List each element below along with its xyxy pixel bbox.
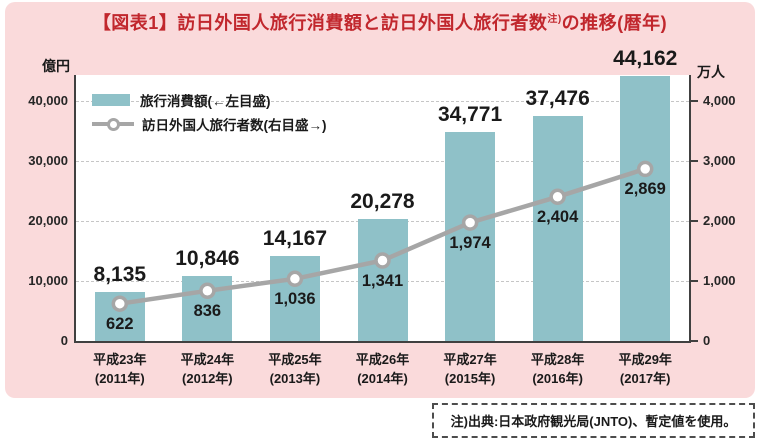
x-axis-line	[74, 341, 691, 343]
bar-value-label: 14,167	[262, 226, 328, 250]
right-tick-label: 2,000	[703, 213, 736, 228]
bar-平成29年	[620, 76, 671, 341]
line-value-label: 2,869	[624, 179, 666, 198]
bar-value-label: 20,278	[350, 190, 415, 214]
line-marker-平成28年	[549, 188, 566, 206]
line-value-label: 1,974	[449, 233, 491, 252]
legend: 旅行消費額(←左目盛) 訪日外国人旅行者数(右目盛→)	[92, 88, 327, 136]
chart-title: 【図表1】訪日外国人旅行消費額と訪日外国人旅行者数注)の推移(暦年)	[0, 9, 760, 35]
left-axis-unit: 億円	[42, 58, 70, 74]
line-marker-平成24年	[199, 282, 216, 300]
line-series-swatch-icon	[92, 117, 134, 131]
legend-item-spending: 旅行消費額(←左目盛)	[92, 88, 327, 112]
bar-value-label: 8,135	[93, 263, 147, 287]
right-tick-mark	[691, 100, 698, 102]
x-label-平成26年: 平成26年 (2014年)	[355, 352, 410, 386]
right-axis-line	[689, 75, 691, 343]
bar-series-swatch-icon	[92, 94, 130, 106]
chart-title-note-ref: 注)	[547, 14, 562, 25]
left-tick-label: 40,000	[28, 93, 68, 108]
x-label-平成28年: 平成28年 (2016年)	[530, 352, 585, 386]
bar-平成26年	[357, 219, 408, 341]
visitors-line-series	[111, 160, 654, 312]
line-value-label: 1,341	[361, 271, 404, 290]
right-tick-mark	[691, 220, 698, 222]
left-tick-label: 30,000	[28, 153, 68, 168]
line-value-label: 2,404	[536, 207, 579, 226]
chart-title-tail: の推移(暦年)	[561, 13, 668, 33]
left-tick-label: 10,000	[28, 273, 68, 288]
right-tick-label: 1,000	[703, 273, 736, 288]
bar-value-label: 37,476	[525, 87, 590, 111]
bar-平成25年	[269, 255, 320, 341]
x-label-平成25年: 平成25年 (2013年)	[268, 352, 322, 386]
right-tick-label: 3,000	[703, 153, 736, 168]
right-tick-label: 4,000	[703, 93, 736, 108]
right-axis-unit: 万人	[697, 64, 725, 80]
line-marker-平成25年	[286, 270, 304, 288]
left-tick-label: 0	[60, 333, 68, 348]
line-marker-icon	[106, 117, 120, 131]
right-tick-mark	[691, 280, 698, 282]
x-label-平成24年: 平成24年 (2012年)	[180, 352, 235, 386]
x-label-平成23年: 平成23年 (2011年)	[93, 352, 147, 386]
x-label-平成29年: 平成29年 (2017年)	[618, 352, 672, 386]
line-value-label: 1,036	[274, 289, 316, 308]
bar-平成27年	[445, 132, 496, 341]
legend-label-visitors: 訪日外国人旅行者数(右目盛→)	[142, 118, 327, 133]
chart-title-main: 【図表1】訪日外国人旅行消費額と訪日外国人旅行者数	[92, 13, 548, 33]
plot-area: 旅行消費額(←左目盛) 訪日外国人旅行者数(右目盛→) 8,135 10,846 1…	[76, 47, 689, 341]
right-tick-mark	[691, 160, 698, 162]
line-value-label: 622	[106, 314, 134, 333]
line-value-label: 836	[193, 301, 222, 320]
right-tick-mark	[691, 340, 698, 342]
line-marker-平成23年	[111, 295, 129, 312]
right-tick-label: 0	[703, 333, 711, 348]
line-marker-平成27年	[461, 214, 479, 231]
source-note-text: 注)出典:日本政府観光局(JNTO)、暫定値を使用。	[450, 414, 737, 429]
x-axis-category-labels: 平成23年 (2011年) 平成24年 (2012年) 平成25年 (2013年) 平成26…	[76, 350, 689, 392]
legend-item-visitors: 訪日外国人旅行者数(右目盛→)	[92, 112, 327, 136]
bar-value-label: 44,162	[613, 47, 678, 71]
x-label-平成27年: 平成27年 (2015年)	[443, 352, 497, 386]
left-axis-line	[74, 75, 76, 343]
left-tick-label: 20,000	[28, 213, 68, 228]
legend-label-spending: 旅行消費額(←左目盛)	[140, 94, 271, 109]
source-note-box: 注)出典:日本政府観光局(JNTO)、暫定値を使用。	[432, 403, 755, 438]
gridline	[76, 101, 689, 102]
gridline	[76, 161, 689, 162]
bar-value-label: 34,771	[437, 103, 503, 127]
bar-value-label: 10,846	[175, 246, 240, 270]
line-marker-平成29年	[636, 160, 654, 178]
bar-平成28年	[532, 116, 583, 341]
line-marker-平成26年	[374, 252, 391, 269]
